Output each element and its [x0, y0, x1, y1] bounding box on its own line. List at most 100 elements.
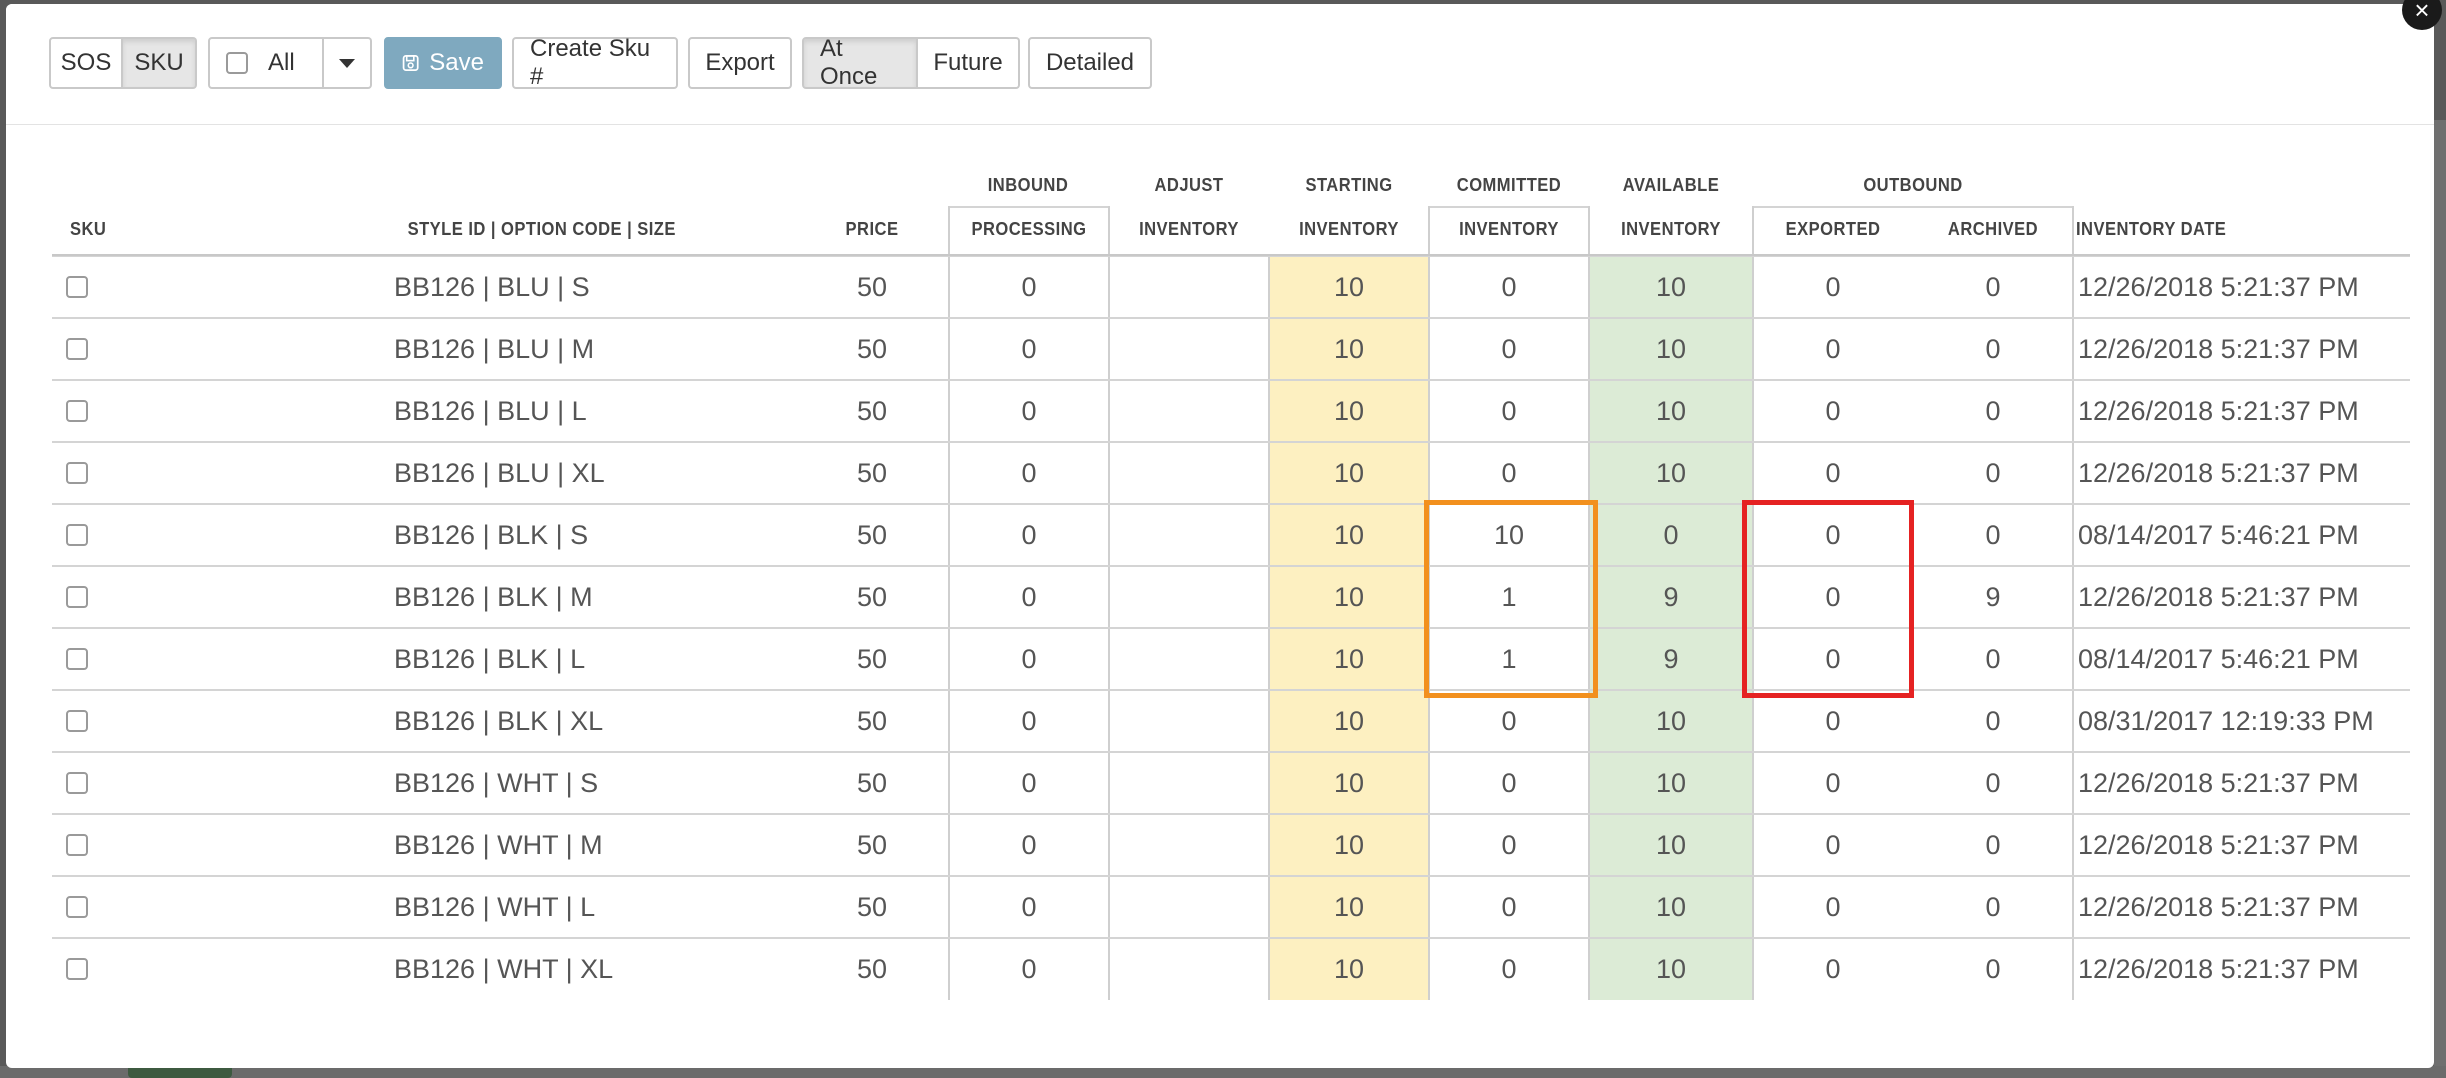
export-button[interactable]: Export: [688, 37, 792, 89]
caret-down-icon: [339, 58, 355, 68]
cell-price: 50: [856, 706, 888, 736]
cell-available: 10: [1655, 272, 1687, 302]
table-row[interactable]: BB126 | WHT | M 50 0 10 0 10 0 0 12/26/2018 5:21…: [52, 814, 2410, 876]
cell-available: 10: [1655, 334, 1687, 364]
row-select-checkbox[interactable]: [66, 710, 88, 732]
cell-date: 12/26/2018 5:21:37 PM: [2078, 582, 2359, 612]
cell-archived: 9: [1985, 582, 2001, 612]
row-divider: [52, 875, 2410, 877]
cell-available: 10: [1655, 954, 1687, 984]
cell-archived: 0: [1985, 272, 2001, 302]
sku-mode-button[interactable]: SKU: [123, 37, 197, 89]
cell-processing: 0: [1021, 396, 1037, 426]
cell-starting: 10: [1333, 706, 1365, 736]
row-divider: [52, 565, 2410, 567]
cell-archived: 0: [1985, 644, 2001, 674]
cell-exported: 0: [1825, 706, 1841, 736]
timing-toggle-group: At Once Future: [802, 35, 1020, 90]
backdrop-right-strip: [2434, 120, 2446, 1066]
modal-toolbar: SOS SKU All Save Create Sku # Export At …: [6, 4, 2434, 125]
detailed-button[interactable]: Detailed: [1028, 37, 1152, 89]
cell-archived: 0: [1985, 458, 2001, 488]
table-row[interactable]: BB126 | BLU | XL 50 0 10 0 10 0 0 12/26/2018 5:2…: [52, 442, 2410, 504]
cell-committed: 10: [1493, 520, 1525, 550]
cell-style: BB126 | BLU | S: [394, 272, 590, 302]
cell-date: 12/26/2018 5:21:37 PM: [2078, 458, 2359, 488]
table-row[interactable]: BB126 | BLK | M 50 0 10 1 9 0 9 12/26/2018 5:21:…: [52, 566, 2410, 628]
row-select-checkbox[interactable]: [66, 958, 88, 980]
mode-toggle-group: SOS SKU: [49, 37, 197, 89]
col-header-style: STYLE ID | OPTION CODE | SIZE: [407, 219, 676, 239]
row-select-checkbox[interactable]: [66, 400, 88, 422]
col-divider: [1108, 206, 1110, 1000]
table-row[interactable]: BB126 | BLK | L 50 0 10 1 9 0 0 08/14/2017 5:46:…: [52, 628, 2410, 690]
filter-dropdown: All: [208, 37, 372, 89]
cell-available: 10: [1655, 458, 1687, 488]
row-divider: [52, 627, 2410, 629]
outbound-group-header: OUTBOUND: [1863, 175, 1963, 195]
cell-exported: 0: [1825, 458, 1841, 488]
cell-committed: 0: [1501, 272, 1517, 302]
cell-processing: 0: [1021, 520, 1037, 550]
select-all-filter[interactable]: All: [208, 37, 324, 89]
cell-archived: 0: [1985, 396, 2001, 426]
table-row[interactable]: BB126 | BLU | S 50 0 10 0 10 0 0 12/26/2018 5:21…: [52, 256, 2410, 318]
col-header-adjust-bottom: INVENTORY: [1139, 219, 1239, 239]
table-row[interactable]: BB126 | BLK | XL 50 0 10 0 10 0 0 08/31/2017 12:…: [52, 690, 2410, 752]
row-select-checkbox[interactable]: [66, 338, 88, 360]
exported-highlight-box: [1742, 500, 1914, 698]
table-row[interactable]: BB126 | WHT | S 50 0 10 0 10 0 0 12/26/2018 5:21…: [52, 752, 2410, 814]
cell-style: BB126 | WHT | M: [394, 830, 603, 860]
row-select-checkbox[interactable]: [66, 276, 88, 298]
table-row[interactable]: BB126 | BLK | S 50 0 10 10 0 0 0 08/14/2017 5:46…: [52, 504, 2410, 566]
save-button[interactable]: Save: [384, 37, 502, 89]
cell-available: 10: [1655, 396, 1687, 426]
cell-available: 10: [1655, 768, 1687, 798]
select-all-checkbox[interactable]: [226, 52, 248, 74]
row-select-checkbox[interactable]: [66, 648, 88, 670]
col-header-adjust-top: ADJUST: [1154, 175, 1224, 195]
at-once-button[interactable]: At Once: [802, 35, 918, 90]
row-select-checkbox[interactable]: [66, 462, 88, 484]
cell-committed: 0: [1501, 706, 1517, 736]
col-divider: [1428, 206, 1430, 1000]
filter-label: All: [268, 49, 295, 76]
cell-date: 12/26/2018 5:21:37 PM: [2078, 334, 2359, 364]
cell-available: 10: [1655, 830, 1687, 860]
col-header-available-top: AVAILABLE: [1622, 175, 1720, 195]
col-header-exported: EXPORTED: [1785, 219, 1881, 239]
table-row[interactable]: BB126 | BLU | L 50 0 10 0 10 0 0 12/26/2018 5:21…: [52, 380, 2410, 442]
cell-starting: 10: [1333, 954, 1365, 984]
committed-highlight-box: [1424, 500, 1598, 698]
row-select-checkbox[interactable]: [66, 524, 88, 546]
cell-committed: 0: [1501, 768, 1517, 798]
row-select-checkbox[interactable]: [66, 834, 88, 856]
cell-processing: 0: [1021, 458, 1037, 488]
row-divider: [52, 751, 2410, 753]
cell-style: BB126 | WHT | S: [394, 768, 599, 798]
future-button[interactable]: Future: [918, 37, 1020, 89]
cell-price: 50: [856, 830, 888, 860]
row-select-checkbox[interactable]: [66, 896, 88, 918]
create-sku-button[interactable]: Create Sku #: [512, 35, 678, 90]
sos-mode-button[interactable]: SOS: [49, 37, 123, 89]
save-label: Save: [429, 49, 484, 76]
cell-starting: 10: [1333, 272, 1365, 302]
filter-dropdown-toggle[interactable]: [324, 37, 372, 89]
row-select-checkbox[interactable]: [66, 586, 88, 608]
cell-price: 50: [856, 644, 888, 674]
cell-exported: 0: [1825, 272, 1841, 302]
table-row[interactable]: BB126 | WHT | L 50 0 10 0 10 0 0 12/26/2018 5:21…: [52, 876, 2410, 938]
row-select-checkbox[interactable]: [66, 772, 88, 794]
cell-starting: 10: [1333, 458, 1365, 488]
table-row[interactable]: BB126 | BLU | M 50 0 10 0 10 0 0 12/26/2018 5:21…: [52, 318, 2410, 380]
cell-starting: 10: [1333, 892, 1365, 922]
cell-exported: 0: [1825, 644, 1841, 674]
table-row[interactable]: BB126 | WHT | XL 50 0 10 0 10 0 0 12/26/2018 5:2…: [52, 938, 2410, 1000]
cell-available: 10: [1655, 892, 1687, 922]
inbound-group-underline: [948, 206, 1110, 208]
cell-date: 12/26/2018 5:21:37 PM: [2078, 396, 2359, 426]
cell-committed: 0: [1501, 458, 1517, 488]
cell-exported: 0: [1825, 892, 1841, 922]
cell-committed: 0: [1501, 892, 1517, 922]
